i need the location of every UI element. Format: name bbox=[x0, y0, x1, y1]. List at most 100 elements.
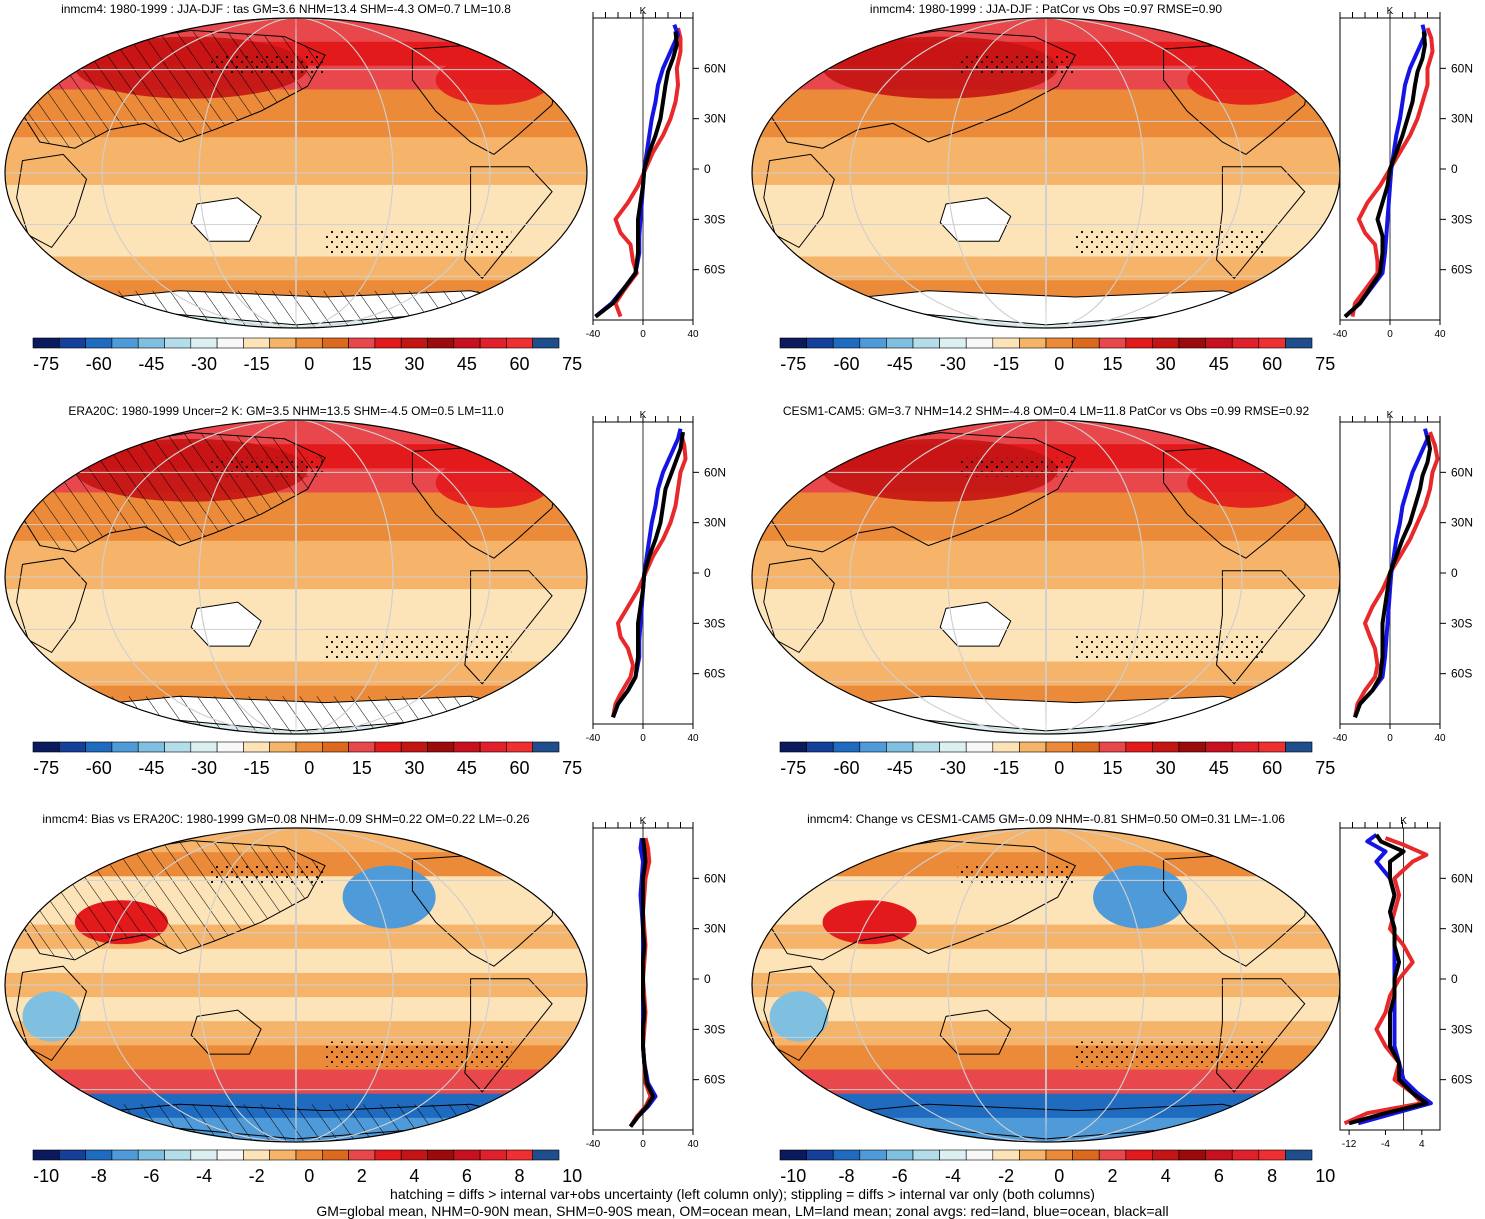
colorbar-tick-label: -2 bbox=[998, 1166, 1014, 1186]
colorbar-swatch bbox=[269, 337, 297, 349]
map-border bbox=[4, 827, 588, 1143]
cool-anomaly bbox=[769, 991, 829, 1042]
colorbar-swatch bbox=[111, 741, 139, 753]
colorbar-swatch bbox=[1205, 337, 1233, 349]
colorbar-swatch bbox=[1285, 1149, 1313, 1161]
coastline-africa bbox=[763, 153, 835, 249]
warm-anomaly bbox=[435, 457, 553, 508]
coastline-samerica bbox=[464, 570, 553, 685]
colorbar-swatch bbox=[1231, 1149, 1260, 1161]
colorbar-swatch bbox=[1152, 1149, 1180, 1161]
x-tick-label: -12 bbox=[1342, 1139, 1357, 1150]
lat-tick-label: 0 bbox=[1451, 162, 1458, 176]
map-field bbox=[5, 420, 587, 734]
meridian bbox=[947, 420, 1145, 734]
colorbar-swatch bbox=[1231, 337, 1260, 349]
x-tick-label: -4 bbox=[1381, 1139, 1390, 1150]
stippling bbox=[325, 1041, 512, 1067]
colorbar-tick-label: 0 bbox=[1054, 758, 1064, 778]
colorbar-tick-label: 45 bbox=[1209, 354, 1229, 374]
lat-tick-label: 60N bbox=[704, 871, 726, 885]
colorbar-swatch bbox=[1125, 1149, 1153, 1161]
lat-tick-label: 0 bbox=[1451, 972, 1458, 986]
lat-tick-label: 60S bbox=[1451, 667, 1472, 681]
colorbar-swatch bbox=[374, 741, 402, 753]
meridian bbox=[295, 18, 297, 328]
colorbar-swatch bbox=[1098, 1149, 1127, 1161]
colorbar-swatch bbox=[348, 337, 376, 349]
colorbar-tick-label: -75 bbox=[33, 354, 59, 374]
colorbar-tick-label: -6 bbox=[143, 1166, 159, 1186]
panel-title: inmcm4: Change vs CESM1-CAM5 GM=-0.09 NH… bbox=[807, 812, 1285, 826]
colorbar-tick-label: 45 bbox=[457, 758, 477, 778]
colorbar-swatch bbox=[1098, 741, 1127, 753]
zonal-unit-label: K bbox=[640, 6, 647, 17]
panel-1: inmcm4: 1980-1999 : JJA-DJF : tas GM=3.6… bbox=[4, 2, 588, 374]
colorbar-swatch bbox=[479, 1149, 507, 1161]
colorbar-swatch bbox=[806, 337, 834, 349]
lat-tick-label: 60S bbox=[1451, 1073, 1472, 1087]
coastline-africa bbox=[763, 557, 835, 654]
lat-tick-label: 60N bbox=[704, 465, 726, 479]
zonal-unit-label: K bbox=[1387, 6, 1394, 17]
x-tick-label: 4 bbox=[1419, 1139, 1425, 1150]
colorbar-swatch bbox=[58, 337, 86, 349]
meridian bbox=[1045, 420, 1047, 734]
colorbar-tick-label: 0 bbox=[1054, 354, 1064, 374]
panel-5: inmcm4: Bias vs ERA20C: 1980-1999 GM=0.0… bbox=[4, 812, 588, 1186]
footer-note-hatching: hatching = diffs > internal var+obs unce… bbox=[390, 1186, 1095, 1202]
colorbar-tick-label: -6 bbox=[892, 1166, 908, 1186]
lat-tick-label: 30S bbox=[704, 1022, 725, 1036]
colorbar-tick-label: 10 bbox=[1315, 1166, 1335, 1186]
meridian bbox=[849, 420, 1243, 734]
colorbar-swatch bbox=[1098, 337, 1127, 349]
colorbar-swatch bbox=[886, 741, 914, 753]
lat-tick-label: 0 bbox=[704, 566, 711, 580]
coastline-samerica bbox=[464, 166, 553, 280]
zonal-unit-label: K bbox=[1387, 410, 1394, 421]
colorbar-swatch bbox=[374, 1149, 402, 1161]
zonal-plot-5: K 60N 30N 0 30S 60S -40 0 40 bbox=[586, 816, 726, 1150]
zonal-plot-3: K 60N 30N 0 30S 60S -40 0 40 bbox=[586, 410, 726, 744]
colorbar-swatch bbox=[1258, 337, 1286, 349]
coastline-australia bbox=[939, 197, 1012, 242]
colorbar-swatch bbox=[400, 337, 428, 349]
colorbar-tick-label: -4 bbox=[196, 1166, 212, 1186]
colorbar-tick-label: 4 bbox=[409, 1166, 419, 1186]
colorbar-swatch bbox=[965, 337, 994, 349]
zonal-plot-6: K 60N 30N 0 30S 60S -12 -4 4 bbox=[1339, 816, 1473, 1150]
colorbar-tick-label: 2 bbox=[357, 1166, 367, 1186]
colorbar-tick-label: 4 bbox=[1161, 1166, 1171, 1186]
coastline-africa bbox=[763, 965, 835, 1062]
colorbar-swatch bbox=[1125, 741, 1153, 753]
colorbar-swatch bbox=[1258, 741, 1286, 753]
colorbar-tick-label: -10 bbox=[33, 1166, 59, 1186]
colorbar-swatch bbox=[532, 741, 560, 753]
lat-tick-label: 60N bbox=[1451, 465, 1473, 479]
colorbar-swatch bbox=[243, 1149, 270, 1161]
colorbar-swatch bbox=[348, 1149, 376, 1161]
lat-tick-label: 60S bbox=[704, 1073, 725, 1087]
colorbar-swatch bbox=[321, 1149, 349, 1161]
x-tick-label: -40 bbox=[586, 329, 601, 340]
meridian bbox=[849, 828, 1243, 1142]
colorbar-swatch bbox=[216, 337, 244, 349]
lat-tick-label: 30S bbox=[1451, 1022, 1472, 1036]
panel-title: CESM1-CAM5: GM=3.7 NHM=14.2 SHM=-4.8 OM=… bbox=[783, 404, 1310, 418]
colorbar-swatch bbox=[1019, 741, 1047, 753]
colorbar-swatch bbox=[779, 1149, 807, 1161]
colorbar-tick-label: -30 bbox=[191, 354, 217, 374]
panel-title: ERA20C: 1980-1999 Uncer=2 K: GM=3.5 NHM=… bbox=[68, 404, 504, 418]
colorbar-swatch bbox=[992, 337, 1020, 349]
colorbar-swatch bbox=[1285, 337, 1313, 349]
colorbar-swatch bbox=[374, 337, 402, 349]
colorbar-swatch bbox=[806, 741, 834, 753]
colorbar-swatch bbox=[992, 1149, 1020, 1161]
lat-tick-label: 60N bbox=[704, 61, 726, 75]
lat-tick-label: 60S bbox=[704, 263, 725, 277]
x-tick-label: -40 bbox=[1333, 329, 1348, 340]
meridian bbox=[101, 18, 491, 328]
colorbar-tick-label: 0 bbox=[304, 354, 314, 374]
colorbar-tick-label: 75 bbox=[562, 354, 582, 374]
colorbar-swatch bbox=[1072, 337, 1100, 349]
